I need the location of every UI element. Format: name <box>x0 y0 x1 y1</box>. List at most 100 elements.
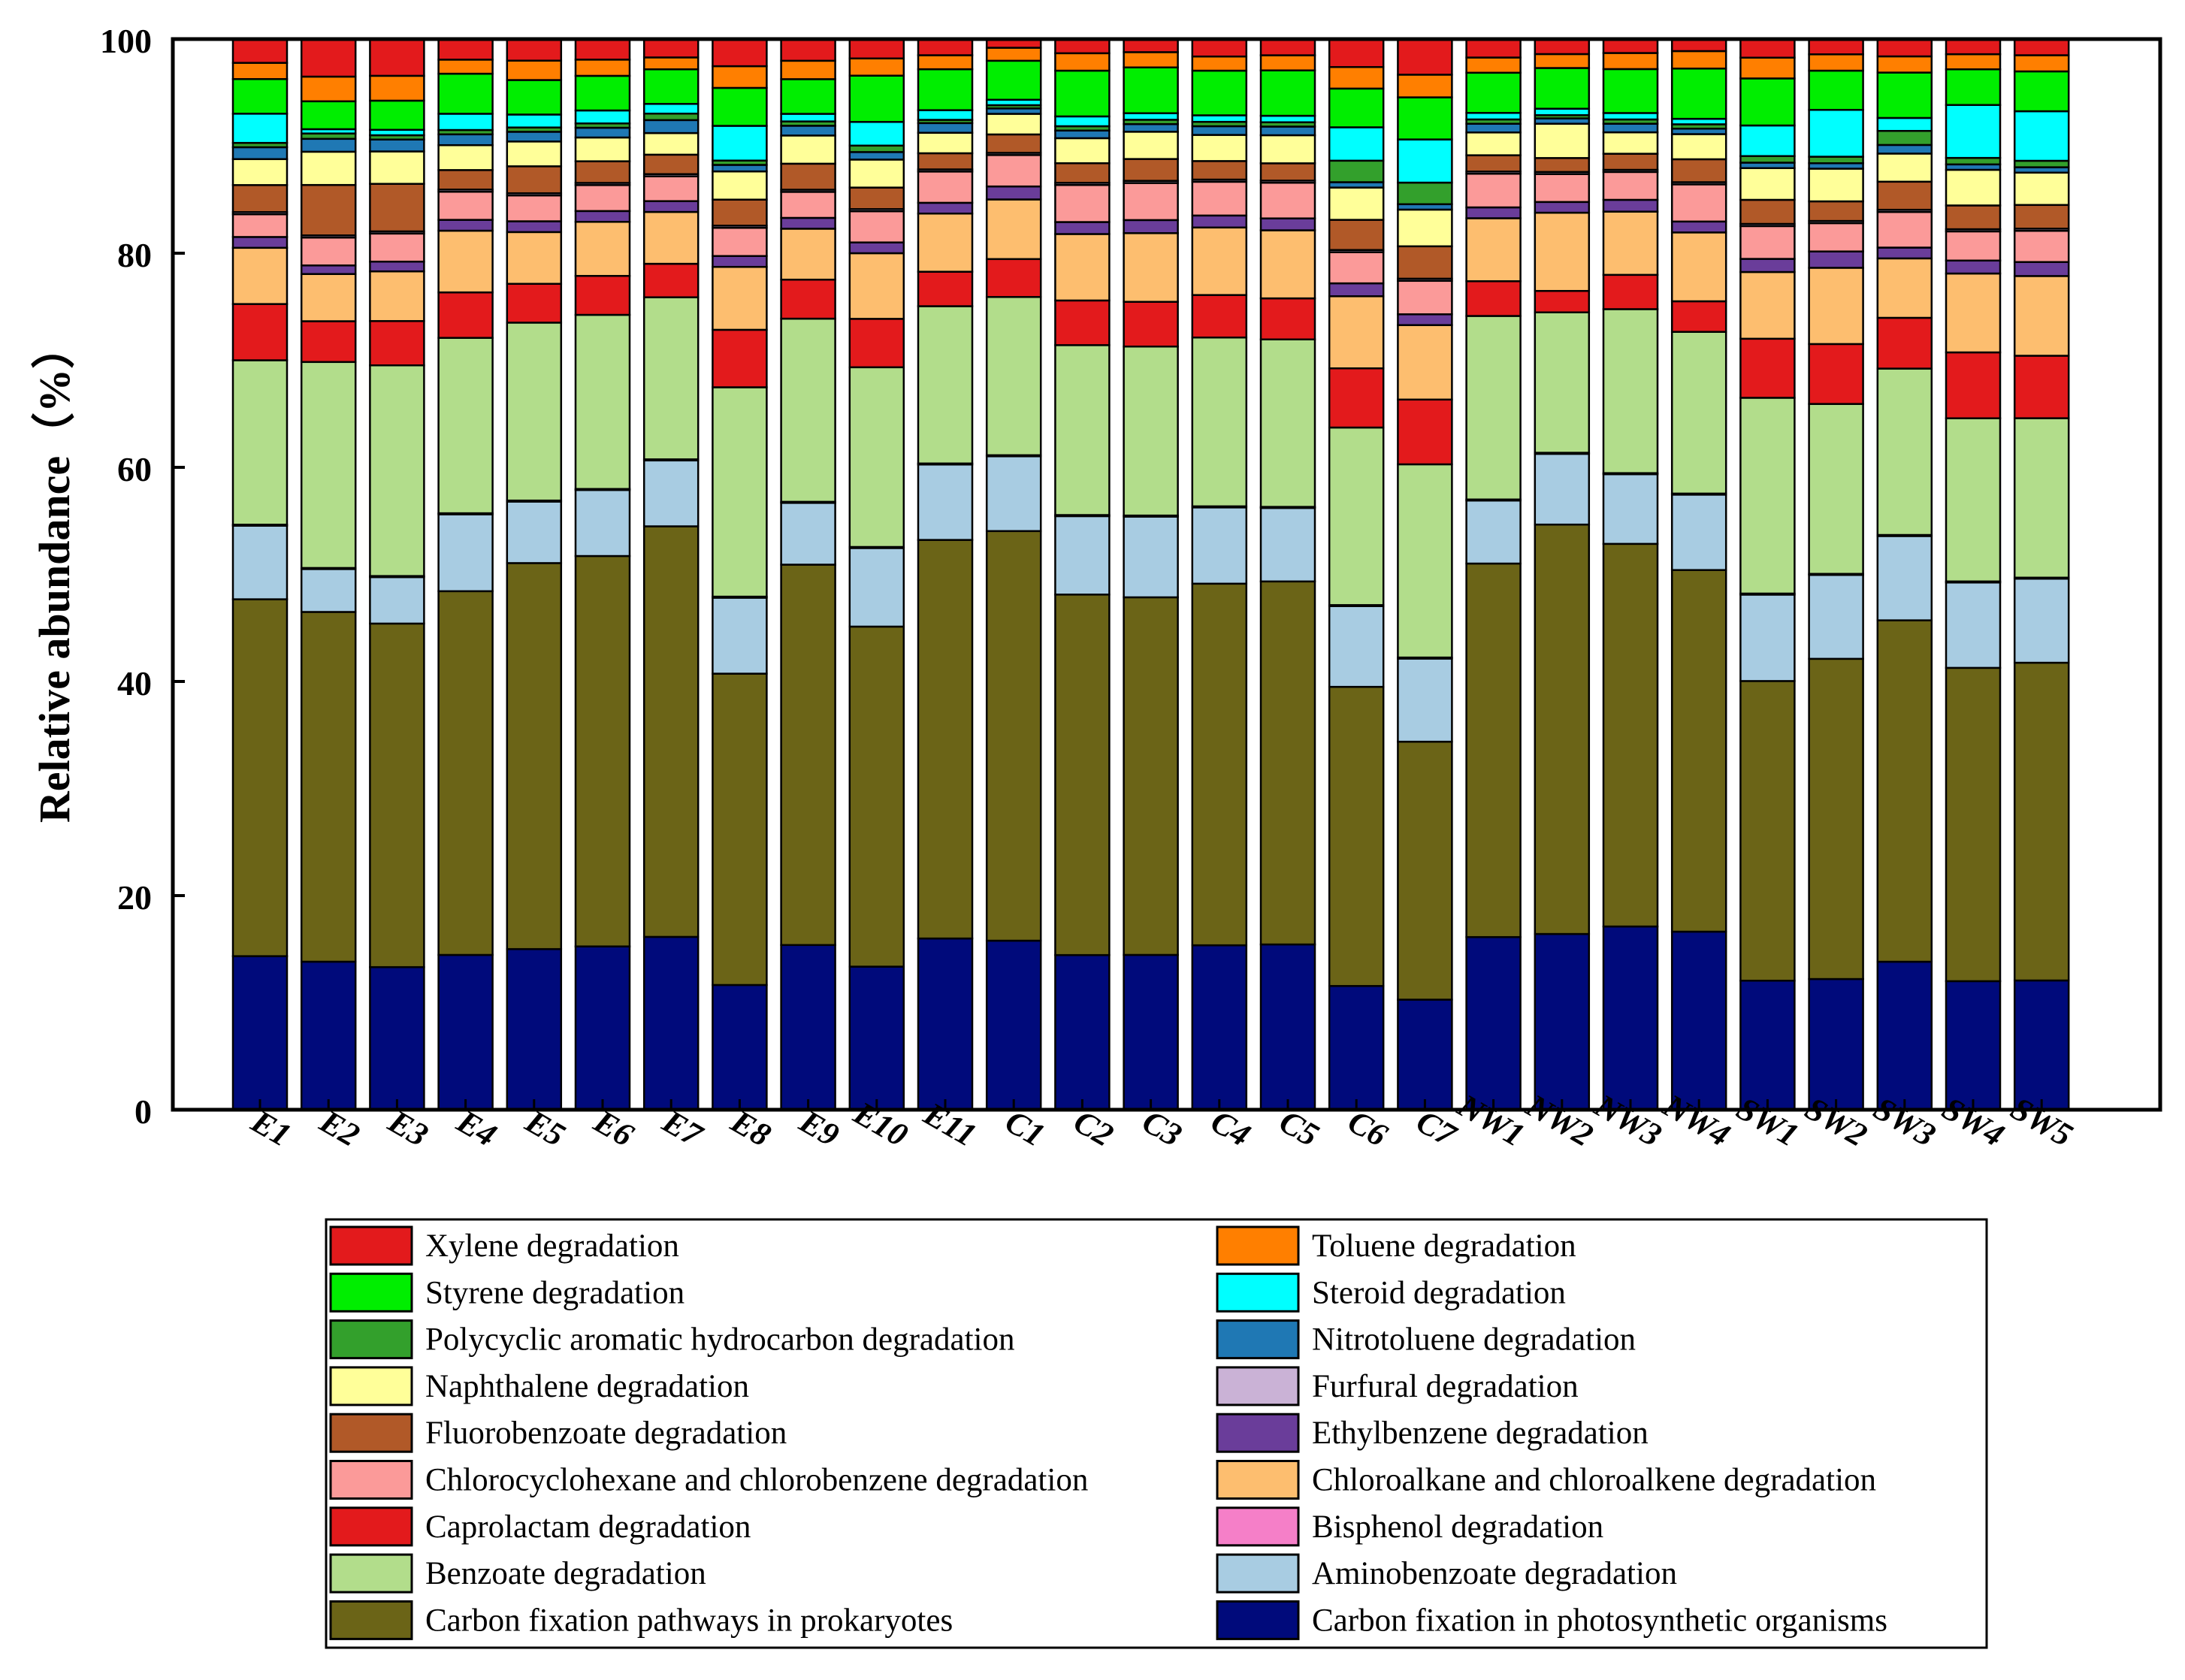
bar-segment-E6-toluene-degradation <box>574 59 631 77</box>
bar-segment-C4-carbon-fixation-in-photosynthetic-organisms <box>1191 944 1248 1111</box>
y-axis-title: Relative abundance（%） <box>30 325 79 823</box>
bar-segment-SW1-aminobenzoate-degradation <box>1739 594 1796 682</box>
bar-segment-E11-xylene-degradation <box>917 38 974 56</box>
bar-segment-SW5-toluene-degradation <box>2013 54 2070 73</box>
bar-segment-C1-benzoate-degradation <box>985 296 1042 457</box>
bar-segment-SW4-aminobenzoate-degradation <box>1945 582 2002 669</box>
legend-label: Steroid degradation <box>1312 1275 1566 1310</box>
bar-segment-C7-xylene-degradation <box>1397 38 1453 76</box>
bar-group-C1 <box>985 38 1042 1111</box>
bar-segment-SW5-polycyclic-aromatic-hydrocarbon-degradation <box>2013 159 2070 168</box>
bar-segment-E3-xylene-degradation <box>369 38 425 77</box>
bar-segment-E6-fluorobenzoate-degradation <box>574 160 631 184</box>
bar-segment-NW1-caprolactam-degradation <box>1465 280 1522 317</box>
bar-segment-C5-chlorocyclohexane-and-chlorobenzene-degradation <box>1259 181 1316 219</box>
bar-group-C6 <box>1328 38 1385 1111</box>
bar-segment-E1-chloroalkane-and-chloroalkene-degradation <box>231 246 289 305</box>
bar-segment-E10-ethylbenzene-degradation <box>848 241 905 255</box>
bar-segment-NW3-caprolactam-degradation <box>1602 273 1659 310</box>
bar-segment-C6-ethylbenzene-degradation <box>1328 282 1385 298</box>
legend-label: Carbon fixation in photosynthetic organi… <box>1312 1603 1887 1638</box>
bar-segment-C2-toluene-degradation <box>1054 52 1111 72</box>
bar-segment-SW5-chloroalkane-and-chloroalkene-degradation <box>2013 275 2070 357</box>
bar-segment-E5-carbon-fixation-pathways-in-prokaryotes <box>506 562 563 950</box>
legend-frame <box>325 1218 1988 1649</box>
bar-segment-NW2-ethylbenzene-degradation <box>1534 201 1591 214</box>
bar-segment-E11-aminobenzoate-degradation <box>917 464 974 541</box>
bar-segment-E10-carbon-fixation-in-photosynthetic-organisms <box>848 965 905 1111</box>
bar-segment-NW2-chloroalkane-and-chloroalkene-degradation <box>1534 211 1591 292</box>
bar-segment-E7-styrene-degradation <box>642 68 700 105</box>
bar-group-NW1 <box>1465 38 1522 1111</box>
bar-segment-NW2-aminobenzoate-degradation <box>1534 452 1591 526</box>
bar-segment-C4-fluorobenzoate-degradation <box>1191 160 1248 181</box>
bar-segment-E9-aminobenzoate-degradation <box>780 502 836 566</box>
bar-segment-NW2-steroid-degradation <box>1534 107 1591 116</box>
bar-segment-E1-ethylbenzene-degradation <box>231 236 289 249</box>
bar-segment-E9-fluorobenzoate-degradation <box>780 162 836 191</box>
bar-segment-C6-fluorobenzoate-degradation <box>1328 219 1385 251</box>
bar-segment-C2-fluorobenzoate-degradation <box>1054 162 1111 184</box>
bar-segment-E6-caprolactam-degradation <box>574 274 631 316</box>
bar-segment-C2-naphthalene-degradation <box>1054 137 1111 165</box>
bar-segment-SW3-fluorobenzoate-degradation <box>1876 180 1933 211</box>
bar-segment-E4-chloroalkane-and-chloroalkene-degradation <box>437 229 494 294</box>
bar-segment-NW4-toluene-degradation <box>1670 50 1727 70</box>
bar-segment-E11-naphthalene-degradation <box>917 131 974 155</box>
legend-swatch <box>329 1272 413 1313</box>
bar-segment-SW1-steroid-degradation <box>1739 124 1796 157</box>
bar-segment-C5-toluene-degradation <box>1259 54 1316 71</box>
bar-group-C2 <box>1054 38 1111 1111</box>
bar-segment-E10-caprolactam-degradation <box>848 318 905 369</box>
bar-segment-C6-steroid-degradation <box>1328 126 1385 162</box>
bar-segment-E8-styrene-degradation <box>712 86 768 127</box>
bar-segment-SW2-aminobenzoate-degradation <box>1808 573 1864 660</box>
bar-segment-E4-benzoate-degradation <box>437 337 494 515</box>
bar-segment-E1-naphthalene-degradation <box>231 158 289 186</box>
bar-segment-SW1-naphthalene-degradation <box>1739 167 1796 201</box>
bar-segment-C3-steroid-degradation <box>1123 112 1179 121</box>
bar-segment-SW5-benzoate-degradation <box>2013 417 2070 579</box>
bar-segment-E9-carbon-fixation-pathways-in-prokaryotes <box>780 564 836 947</box>
legend-label: Caprolactam degradation <box>425 1509 751 1545</box>
legend-item: Styrene degradation <box>329 1272 685 1313</box>
bar-segment-NW4-chloroalkane-and-chloroalkene-degradation <box>1670 231 1727 303</box>
legend: Xylene degradation Styrene degradation Pol… <box>325 1218 1988 1649</box>
legend-label: Aminobenzoate degradation <box>1312 1556 1677 1591</box>
bar-segment-C1-carbon-fixation-pathways-in-prokaryotes <box>985 530 1042 942</box>
bar-segment-C7-toluene-degradation <box>1397 74 1453 98</box>
bar-segment-C3-fluorobenzoate-degradation <box>1123 158 1179 182</box>
bar-segment-E4-carbon-fixation-pathways-in-prokaryotes <box>437 590 494 956</box>
bar-segment-E11-chloroalkane-and-chloroalkene-degradation <box>917 212 974 273</box>
bar-segment-SW5-ethylbenzene-degradation <box>2013 261 2070 277</box>
bar-segment-C1-chlorocyclohexane-and-chlorobenzene-degradation <box>985 154 1042 188</box>
bar-segment-NW1-naphthalene-degradation <box>1465 131 1522 156</box>
legend-label: Carbon fixation pathways in prokaryotes <box>425 1603 953 1638</box>
bar-segment-C2-chlorocyclohexane-and-chlorobenzene-degradation <box>1054 184 1111 223</box>
bar-segment-SW1-styrene-degradation <box>1739 77 1796 127</box>
bar-segment-SW3-benzoate-degradation <box>1876 367 1933 536</box>
bar-segment-NW3-aminobenzoate-degradation <box>1602 473 1659 545</box>
bar-segment-E10-chloroalkane-and-chloroalkene-degradation <box>848 252 905 320</box>
bar-segment-E7-nitrotoluene-degradation <box>642 119 700 134</box>
bar-segment-SW5-naphthalene-degradation <box>2013 171 2070 207</box>
bar-segment-E8-benzoate-degradation <box>712 386 768 598</box>
bar-segment-E9-styrene-degradation <box>780 78 836 115</box>
legend-item: Benzoate degradation <box>329 1553 706 1594</box>
bar-segment-C5-styrene-degradation <box>1259 69 1316 117</box>
bar-segment-C2-carbon-fixation-pathways-in-prokaryotes <box>1054 594 1111 956</box>
bar-segment-C5-fluorobenzoate-degradation <box>1259 162 1316 182</box>
bar-segment-E6-chlorocyclohexane-and-chlorobenzene-degradation <box>574 184 631 213</box>
legend-swatch <box>1216 1366 1300 1407</box>
bar-segment-NW4-chlorocyclohexane-and-chlorobenzene-degradation <box>1670 183 1727 223</box>
bar-segment-SW3-carbon-fixation-pathways-in-prokaryotes <box>1876 619 1933 963</box>
bar-segment-C1-styrene-degradation <box>985 59 1042 101</box>
bar-segment-C5-xylene-degradation <box>1259 38 1316 56</box>
bar-segment-E2-nitrotoluene-degradation <box>300 137 357 153</box>
bar-segment-E10-fluorobenzoate-degradation <box>848 186 905 210</box>
bar-segment-C1-ethylbenzene-degradation <box>985 185 1042 201</box>
bar-segment-E6-styrene-degradation <box>574 74 631 112</box>
bar-segment-C1-naphthalene-degradation <box>985 113 1042 136</box>
bar-segment-C1-caprolactam-degradation <box>985 258 1042 298</box>
bar-segment-E1-caprolactam-degradation <box>231 303 289 361</box>
